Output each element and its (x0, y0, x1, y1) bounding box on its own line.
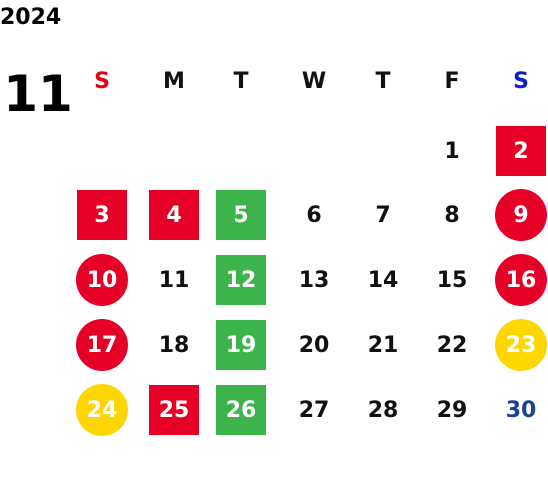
day-cell: 3 (77, 190, 127, 240)
weekday-label: T (233, 68, 249, 94)
day-cell: 17 (76, 319, 128, 371)
month: 11 (3, 65, 73, 123)
day-cell: 7 (375, 202, 391, 228)
day-cell: 8 (444, 202, 460, 228)
day-cell: 16 (495, 254, 547, 306)
day-cell: 2 (496, 126, 546, 176)
day-cell: 20 (298, 332, 330, 358)
day-cell: 28 (367, 397, 399, 423)
weekday-label: F (444, 68, 460, 94)
weekday-label: S (513, 68, 529, 94)
day-cell: 26 (216, 385, 266, 435)
day-cell: 14 (367, 267, 399, 293)
day-cell: 24 (76, 384, 128, 436)
weekday-label: S (94, 68, 110, 94)
day-cell: 23 (495, 319, 547, 371)
day-cell: 5 (216, 190, 266, 240)
day-cell: 9 (495, 189, 547, 241)
day-cell: 11 (158, 267, 190, 293)
day-cell: 4 (149, 190, 199, 240)
weekday-label: M (163, 68, 185, 94)
weekday-label: T (375, 68, 391, 94)
day-cell: 6 (306, 202, 322, 228)
day-cell: 30 (505, 397, 537, 423)
day-cell: 22 (436, 332, 468, 358)
day-cell: 19 (216, 320, 266, 370)
day-cell: 29 (436, 397, 468, 423)
year: 2024 (0, 4, 62, 30)
day-cell: 27 (298, 397, 330, 423)
day-cell: 10 (76, 254, 128, 306)
day-cell: 21 (367, 332, 399, 358)
day-cell: 18 (158, 332, 190, 358)
day-cell: 12 (216, 255, 266, 305)
day-cell: 1 (444, 138, 460, 164)
weekday-label: W (301, 68, 327, 94)
day-cell: 13 (298, 267, 330, 293)
day-cell: 15 (436, 267, 468, 293)
day-cell: 25 (149, 385, 199, 435)
